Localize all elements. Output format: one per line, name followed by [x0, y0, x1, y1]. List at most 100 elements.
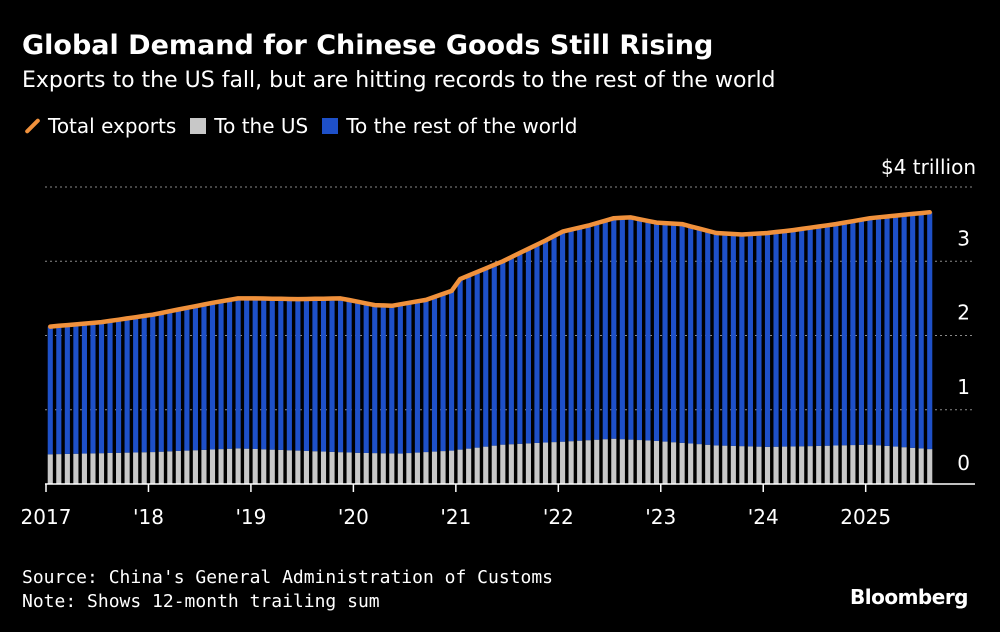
bar-us [858, 444, 864, 484]
bar-us [764, 446, 771, 484]
bar-us [312, 451, 318, 484]
bar-us [722, 445, 728, 484]
bar-rest-of-world [423, 299, 429, 453]
bar-us [534, 442, 540, 484]
bar-rest-of-world [875, 217, 882, 446]
bar-us [380, 453, 386, 484]
bar-us [927, 449, 933, 484]
x-tick-label: '18 [133, 505, 164, 529]
bar-us [705, 444, 711, 484]
bar-rest-of-world [363, 303, 369, 453]
y-tick-label: 2 [957, 301, 970, 325]
bar-rest-of-world [184, 307, 190, 451]
bar-us [841, 445, 847, 484]
bar-rest-of-world [679, 224, 685, 443]
bar-us [662, 441, 668, 484]
bar-us [824, 445, 830, 484]
bar-us [713, 445, 719, 484]
bar-rest-of-world [73, 324, 79, 454]
bar-us [167, 451, 173, 484]
bar-rest-of-world [824, 225, 830, 446]
bar-us [397, 453, 403, 484]
bar-rest-of-world [799, 228, 805, 447]
bar-us [517, 443, 523, 484]
bar-rest-of-world [500, 261, 506, 445]
bar-us [47, 454, 53, 484]
bar-rest-of-world [116, 319, 122, 453]
bar-us [730, 445, 736, 484]
bar-rest-of-world [98, 322, 105, 454]
bar-rest-of-world [338, 298, 344, 453]
bar-rest-of-world [235, 298, 241, 449]
y-tick-label: 0 [957, 451, 970, 475]
bar-rest-of-world [261, 298, 267, 450]
bar-rest-of-world [167, 311, 173, 452]
bar-rest-of-world [568, 229, 574, 442]
bar-rest-of-world [525, 248, 531, 444]
bar-us [671, 442, 677, 484]
bar-us [295, 450, 301, 484]
chart-subtitle: Exports to the US fall, but are hitting … [22, 68, 776, 93]
bar-us [491, 445, 497, 484]
methodology-note: Note: Shows 12-month trailing sum [22, 591, 380, 612]
bar-us [278, 449, 284, 484]
bar-us [406, 453, 412, 484]
bar-us [158, 451, 164, 484]
bar-us [440, 451, 446, 484]
bar-rest-of-world [841, 222, 847, 446]
bar-rest-of-world [491, 264, 497, 446]
bar-rest-of-world [227, 299, 233, 449]
chart-title: Global Demand for Chinese Goods Still Ri… [22, 30, 714, 61]
bar-us [338, 452, 344, 484]
bar-us [560, 441, 566, 484]
bar-rest-of-world [730, 234, 736, 446]
bar-rest-of-world [747, 234, 753, 447]
bar-us [244, 448, 250, 484]
bar-rest-of-world [782, 231, 788, 447]
bar-us [286, 450, 292, 484]
bar-us [423, 452, 429, 484]
bar-us [816, 445, 822, 484]
bar-rest-of-world [81, 323, 87, 454]
bar-rest-of-world [517, 252, 523, 444]
bar-rest-of-world [645, 220, 651, 441]
source-note: Source: China's General Administration o… [22, 567, 554, 588]
bar-rest-of-world [457, 279, 463, 450]
bar-us [645, 440, 651, 484]
bar-us [867, 444, 873, 484]
x-tick-label: '19 [235, 505, 266, 529]
bar-rest-of-world [303, 298, 309, 451]
bar-us [807, 446, 813, 484]
bar-us [269, 449, 275, 484]
bar-rest-of-world [320, 298, 327, 452]
y-tick-label: 1 [957, 375, 970, 399]
bar-rest-of-world [47, 326, 53, 455]
bar-us [227, 448, 233, 484]
bar-us [739, 446, 745, 484]
y-tick-label: 3 [957, 226, 970, 250]
bar-us [209, 449, 216, 484]
bar-us [508, 444, 514, 484]
legend-item-total: Total exports [22, 114, 176, 138]
x-tick-label: '23 [645, 505, 676, 529]
bar-us [850, 445, 856, 484]
x-tick-label: '21 [440, 505, 471, 529]
bar-rest-of-world [175, 309, 181, 451]
legend-swatch-us-icon [190, 118, 207, 134]
bar-rest-of-world [901, 214, 907, 448]
bar-rest-of-world [449, 290, 455, 451]
bar-rest-of-world [124, 318, 130, 453]
bar-us [98, 453, 105, 484]
bar-rest-of-world [218, 301, 224, 450]
bar-rest-of-world [910, 213, 916, 448]
bar-rest-of-world [764, 233, 771, 447]
bar-us [141, 452, 147, 484]
bar-rest-of-world [790, 230, 796, 447]
y-tick-label: $4 trillion [881, 155, 976, 179]
bar-rest-of-world [671, 223, 677, 443]
bar-rest-of-world [431, 296, 438, 452]
bar-rest-of-world [397, 304, 403, 454]
bar-rest-of-world [56, 325, 62, 455]
bar-us [389, 453, 395, 484]
